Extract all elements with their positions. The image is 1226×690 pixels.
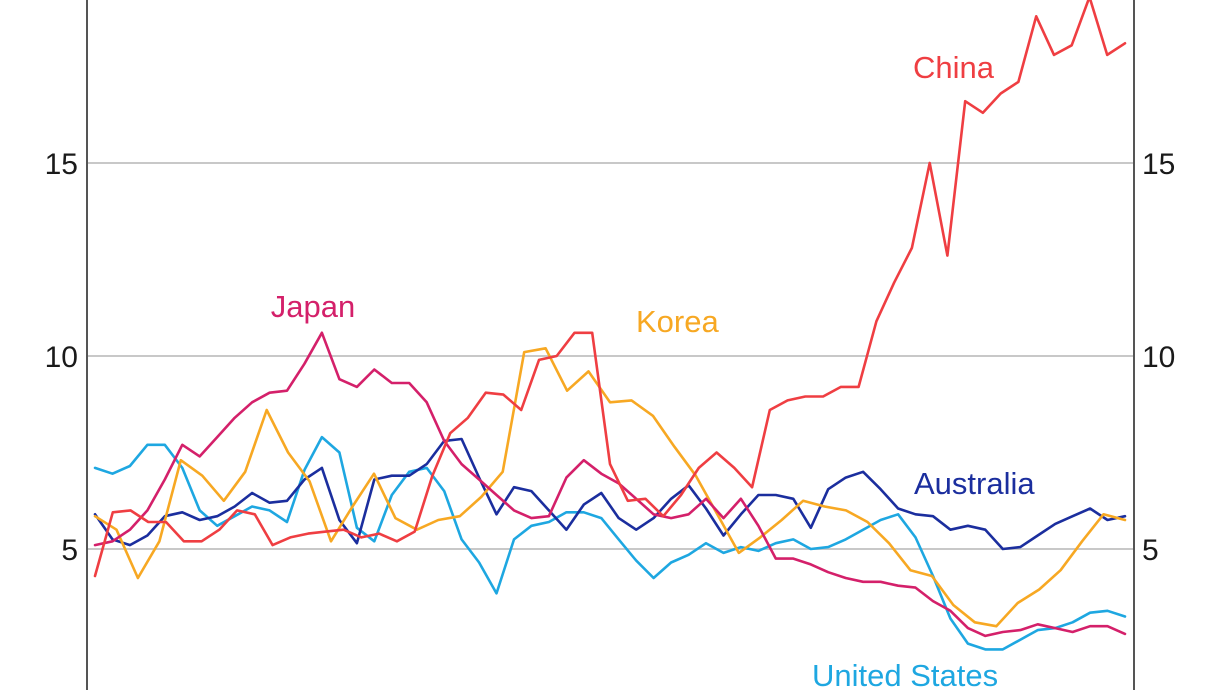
series-labels: China Japan Korea Australia United States: [271, 50, 1036, 690]
right-tick-label: 10: [1142, 341, 1175, 374]
gridlines: [87, 162, 1134, 550]
series-line-australia: [93, 437, 1127, 551]
right-axis-tick-labels: 5 10 15: [1142, 148, 1175, 567]
right-tick-label: 5: [1142, 534, 1159, 567]
series-label-china: China: [913, 50, 995, 85]
series-label-united-states: United States: [812, 658, 998, 690]
series-lines: [93, 0, 1127, 651]
series-label-japan: Japan: [271, 289, 355, 324]
series-label-australia: Australia: [914, 466, 1035, 501]
series-line-korea: [93, 346, 1127, 628]
left-axis-tick-labels: 5 10 15: [45, 148, 78, 567]
left-tick-label: 5: [61, 534, 78, 567]
left-tick-label: 15: [45, 148, 78, 181]
series-line-united-states: [93, 435, 1127, 651]
left-tick-label: 10: [45, 341, 78, 374]
series-line-china: [93, 0, 1127, 578]
series-line-japan: [93, 331, 1127, 638]
series-label-korea: Korea: [636, 304, 719, 339]
right-tick-label: 15: [1142, 148, 1175, 181]
